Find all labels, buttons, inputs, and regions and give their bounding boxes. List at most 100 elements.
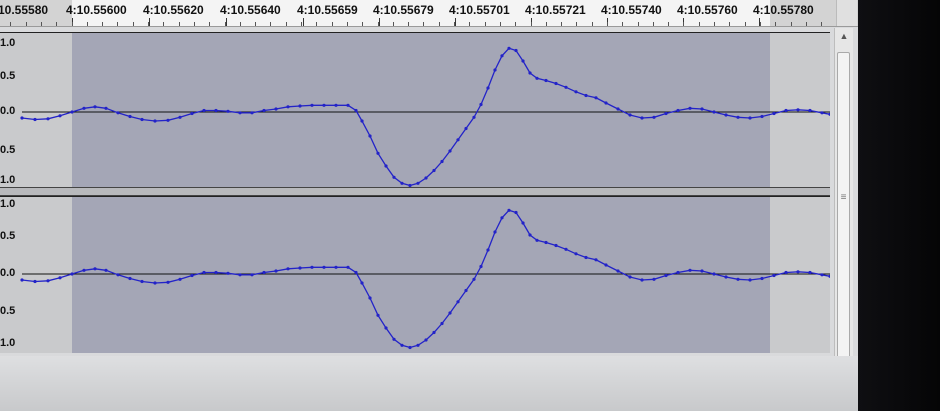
sample-point[interactable]	[808, 270, 812, 275]
sample-point[interactable]	[93, 105, 97, 109]
sample-point[interactable]	[408, 345, 412, 350]
sample-point[interactable]	[262, 270, 266, 275]
sample-point[interactable]	[464, 126, 468, 131]
sample-point[interactable]	[424, 338, 428, 342]
sample-point[interactable]	[628, 275, 632, 279]
sample-point[interactable]	[360, 119, 364, 123]
sample-point[interactable]	[528, 71, 532, 75]
sample-point[interactable]	[554, 81, 558, 86]
sample-point[interactable]	[584, 255, 588, 260]
sample-point[interactable]	[724, 275, 728, 279]
sample-point[interactable]	[574, 252, 578, 256]
sample-point[interactable]	[564, 85, 568, 89]
sample-point[interactable]	[376, 313, 380, 317]
sample-point[interactable]	[116, 111, 120, 115]
sample-point[interactable]	[346, 265, 350, 269]
sample-point[interactable]	[456, 138, 460, 142]
sample-point[interactable]	[784, 108, 788, 113]
sample-point[interactable]	[664, 111, 668, 116]
sample-point[interactable]	[712, 110, 716, 114]
sample-point[interactable]	[544, 240, 548, 245]
sample-point[interactable]	[310, 103, 314, 107]
sample-point[interactable]	[286, 267, 290, 271]
sample-point[interactable]	[274, 107, 278, 111]
sample-point[interactable]	[20, 278, 24, 282]
sample-point[interactable]	[214, 108, 218, 113]
sample-point[interactable]	[472, 277, 476, 281]
sample-point[interactable]	[676, 108, 680, 113]
sample-point[interactable]	[594, 96, 598, 100]
sample-point[interactable]	[616, 107, 620, 111]
selection-region[interactable]	[72, 197, 770, 353]
sample-point[interactable]	[628, 113, 632, 117]
sample-point[interactable]	[700, 107, 704, 111]
sample-point[interactable]	[432, 330, 436, 335]
sample-point[interactable]	[46, 117, 50, 121]
sample-point[interactable]	[226, 109, 230, 113]
sample-point[interactable]	[486, 86, 490, 90]
sample-point[interactable]	[424, 176, 428, 180]
sample-point[interactable]	[574, 90, 578, 94]
sample-point[interactable]	[368, 134, 372, 138]
sample-point[interactable]	[808, 108, 812, 113]
sample-point[interactable]	[554, 243, 558, 248]
sample-point[interactable]	[500, 216, 504, 220]
sample-point[interactable]	[392, 175, 396, 179]
sample-point[interactable]	[128, 114, 132, 119]
sample-point[interactable]	[58, 114, 62, 118]
sample-point[interactable]	[226, 271, 230, 275]
sample-point[interactable]	[346, 103, 350, 107]
sample-point[interactable]	[448, 149, 452, 153]
scroll-up-arrow-icon[interactable]: ▲	[839, 31, 849, 41]
sample-point[interactable]	[688, 268, 692, 272]
sample-point[interactable]	[507, 208, 511, 212]
sample-point[interactable]	[796, 108, 800, 112]
sample-point[interactable]	[70, 110, 74, 114]
sample-point[interactable]	[178, 115, 182, 119]
sample-point[interactable]	[384, 164, 388, 168]
sample-point[interactable]	[507, 46, 511, 50]
sample-point[interactable]	[70, 272, 74, 276]
sample-point[interactable]	[416, 181, 420, 185]
sample-point[interactable]	[153, 119, 157, 123]
sample-point[interactable]	[784, 270, 788, 275]
sample-point[interactable]	[652, 277, 656, 281]
sample-point[interactable]	[140, 279, 144, 284]
selection-region[interactable]	[72, 33, 770, 188]
sample-point[interactable]	[820, 111, 824, 115]
sample-point[interactable]	[479, 102, 483, 107]
sample-point[interactable]	[828, 112, 830, 116]
sample-point[interactable]	[440, 159, 444, 164]
sample-point[interactable]	[368, 296, 372, 300]
sample-point[interactable]	[736, 277, 740, 281]
sample-point[interactable]	[493, 230, 497, 234]
sample-point[interactable]	[166, 118, 170, 122]
scrollbar-thumb[interactable]: ≡	[837, 52, 850, 358]
sample-point[interactable]	[486, 248, 490, 252]
sample-point[interactable]	[310, 265, 314, 269]
sample-point[interactable]	[652, 115, 656, 119]
sample-point[interactable]	[528, 233, 532, 237]
sample-point[interactable]	[820, 273, 824, 277]
sample-point[interactable]	[604, 263, 608, 267]
sample-point[interactable]	[104, 268, 108, 272]
sample-point[interactable]	[544, 78, 548, 83]
vertical-scrollbar[interactable]: ▲ ≡	[834, 28, 853, 360]
sample-point[interactable]	[736, 115, 740, 119]
sample-point[interactable]	[334, 103, 338, 107]
sample-point[interactable]	[58, 276, 62, 280]
sample-point[interactable]	[298, 266, 302, 270]
sample-point[interactable]	[535, 76, 539, 80]
sample-point[interactable]	[448, 311, 452, 315]
audio-track-right-channel[interactable]: 1.0 0.5 0.0 0.5 1.0	[0, 196, 830, 353]
sample-point[interactable]	[432, 168, 436, 173]
sample-point[interactable]	[298, 104, 302, 108]
sample-point[interactable]	[190, 273, 194, 278]
sample-point[interactable]	[748, 278, 752, 282]
sample-point[interactable]	[712, 272, 716, 276]
sample-point[interactable]	[166, 280, 170, 284]
sample-point[interactable]	[33, 279, 37, 284]
sample-point[interactable]	[274, 269, 278, 273]
sample-point[interactable]	[500, 54, 504, 58]
sample-point[interactable]	[250, 273, 254, 277]
